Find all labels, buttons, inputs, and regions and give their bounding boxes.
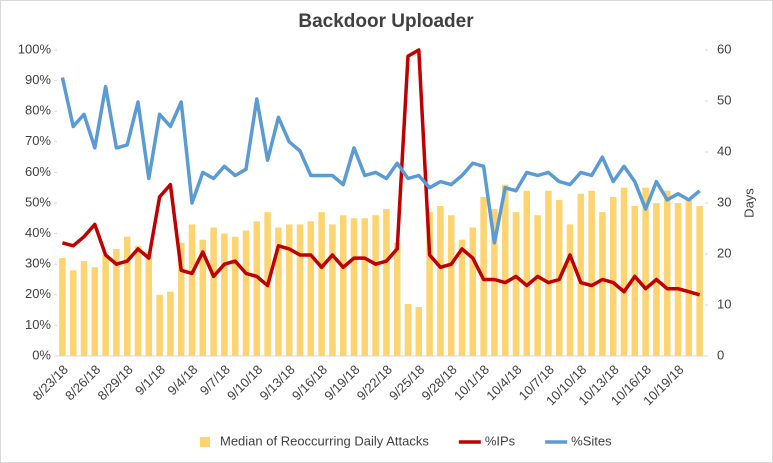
line bbox=[60, 77, 701, 245]
bar bbox=[102, 255, 109, 356]
legend-label: %IPs bbox=[485, 433, 516, 448]
y-tick-label: 50% bbox=[25, 194, 51, 209]
bar bbox=[275, 227, 282, 356]
legend-label: Median of Reoccurring Daily Attacks bbox=[220, 433, 429, 448]
y-tick-label: 40% bbox=[25, 225, 51, 240]
bar bbox=[113, 248, 120, 356]
bar bbox=[167, 291, 174, 356]
bar bbox=[339, 215, 347, 356]
legend-swatch bbox=[200, 437, 210, 447]
bar bbox=[318, 212, 325, 356]
bar bbox=[599, 212, 606, 356]
bar bbox=[501, 184, 509, 356]
y2-tick-label: 0 bbox=[717, 347, 724, 362]
bar bbox=[242, 230, 250, 356]
legend-label: %Sites bbox=[571, 433, 612, 448]
bar bbox=[91, 267, 99, 356]
bar bbox=[59, 258, 66, 356]
y2-tick-label: 10 bbox=[717, 296, 731, 311]
bar bbox=[415, 307, 423, 356]
bar bbox=[393, 242, 401, 356]
bar bbox=[231, 236, 239, 356]
bar bbox=[674, 203, 682, 356]
y-tick-label: 100% bbox=[18, 41, 52, 56]
y-tick-label: 80% bbox=[25, 103, 51, 118]
bar bbox=[588, 190, 595, 356]
bar bbox=[566, 224, 574, 356]
y-tick-label: 20% bbox=[25, 286, 51, 301]
bar bbox=[210, 227, 217, 356]
bar bbox=[545, 190, 552, 356]
bar bbox=[145, 251, 153, 356]
y-tick-label: 30% bbox=[25, 256, 51, 271]
bar bbox=[221, 233, 228, 356]
bar bbox=[372, 215, 379, 356]
bar bbox=[123, 236, 131, 356]
bar bbox=[177, 242, 185, 356]
bar bbox=[447, 215, 455, 356]
y2-tick-label: 40 bbox=[717, 143, 731, 158]
bar bbox=[437, 206, 444, 356]
y-tick-label: 60% bbox=[25, 164, 51, 179]
bar bbox=[134, 245, 142, 356]
y2-tick-label: 50 bbox=[717, 92, 731, 107]
chart-title: Backdoor Uploader bbox=[298, 11, 474, 32]
bar bbox=[491, 209, 498, 356]
bar bbox=[534, 215, 541, 356]
y-tick-label: 0% bbox=[32, 347, 51, 362]
bar bbox=[609, 196, 617, 356]
y2-tick-label: 60 bbox=[717, 41, 731, 56]
bar bbox=[69, 270, 77, 356]
bar bbox=[285, 224, 293, 356]
bar bbox=[458, 239, 466, 356]
bar bbox=[80, 261, 88, 356]
y2-tick-label: 30 bbox=[717, 194, 731, 209]
bar bbox=[631, 206, 639, 356]
bar bbox=[156, 294, 163, 356]
bar bbox=[307, 221, 315, 356]
y-tick-label: 70% bbox=[25, 133, 51, 148]
bar bbox=[426, 212, 433, 356]
y-tick-label: 10% bbox=[25, 317, 51, 332]
bar bbox=[350, 218, 358, 356]
bar bbox=[296, 224, 304, 356]
line bbox=[61, 48, 701, 297]
bar bbox=[512, 212, 520, 356]
bar bbox=[523, 190, 531, 356]
y2-axis-label: Days bbox=[741, 188, 756, 218]
bar bbox=[329, 224, 336, 356]
bar bbox=[469, 227, 477, 356]
bar bbox=[642, 187, 649, 356]
bar bbox=[404, 303, 412, 356]
bar bbox=[696, 206, 703, 356]
bar bbox=[199, 239, 207, 356]
bar bbox=[361, 218, 369, 356]
bar bbox=[663, 190, 671, 356]
bar bbox=[253, 221, 261, 356]
y-tick-label: 90% bbox=[25, 72, 51, 87]
y2-tick-label: 20 bbox=[717, 245, 731, 260]
bar bbox=[685, 199, 693, 356]
bar bbox=[188, 224, 196, 356]
bar bbox=[620, 187, 628, 356]
bar bbox=[577, 193, 585, 356]
bar bbox=[383, 209, 390, 356]
